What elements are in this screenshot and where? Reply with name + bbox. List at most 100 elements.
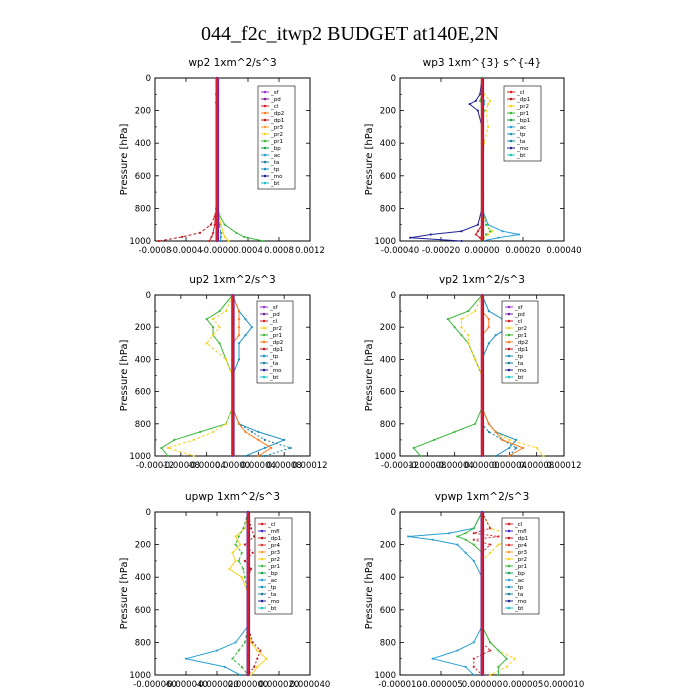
- legend-marker: [262, 368, 266, 372]
- y-tick-label: 600: [135, 606, 151, 616]
- legend-label: _sf: [270, 90, 280, 96]
- data-point-tp: [244, 454, 247, 458]
- y-tick-label: 800: [135, 638, 151, 648]
- legend-label: _ac: [514, 578, 524, 584]
- legend-marker: [263, 132, 267, 136]
- legend-label: _cl: [269, 319, 278, 325]
- data-point-ac: [472, 641, 475, 644]
- data-point-pr1: [489, 230, 492, 233]
- data-point-cl: [472, 538, 475, 541]
- data-point-pr2: [489, 551, 492, 554]
- y-tick-label: 600: [380, 172, 396, 182]
- legend-label: _cl: [267, 522, 276, 528]
- data-point-pr2: [240, 576, 243, 579]
- data-point-pr1: [234, 543, 237, 546]
- data-point-dp1: [209, 223, 212, 226]
- legend-marker: [260, 571, 264, 575]
- legend-marker: [260, 578, 264, 582]
- data-point-pr2: [192, 454, 195, 458]
- data-point-pr2: [166, 446, 170, 450]
- legend-label: _ta: [269, 361, 278, 367]
- x-tick-label: -0.000020: [195, 680, 239, 690]
- legend: _cl_dp1_pr2_pr1_bp1_ac_tp_ta_mo_bt: [503, 85, 542, 162]
- y-tick-label: 1000: [374, 452, 396, 462]
- data-point-pr2: [460, 326, 463, 329]
- legend-label: _dp1: [269, 347, 283, 353]
- legend-label: _dp1: [514, 536, 528, 542]
- x-tick-label: -0.00004: [436, 461, 474, 471]
- legend-marker: [507, 319, 511, 323]
- data-point-dp1: [198, 231, 202, 234]
- data-point-ac: [223, 665, 226, 668]
- data-point-ta: [250, 430, 253, 433]
- legend-label: _pr2: [267, 557, 280, 563]
- legend-marker: [507, 599, 511, 603]
- data-point-pr2: [256, 665, 259, 668]
- data-point-pr2: [239, 543, 242, 546]
- legend-marker: [507, 312, 511, 316]
- series-line-pr2: [228, 511, 268, 676]
- data-point-ta: [515, 446, 518, 450]
- y-tick-label: 400: [135, 573, 151, 583]
- legend-marker: [507, 536, 511, 540]
- legend-marker: [260, 543, 264, 547]
- data-point-dp2: [521, 446, 525, 450]
- data-point-tp: [237, 358, 241, 361]
- data-point-pr2: [485, 109, 488, 112]
- data-point-tp: [263, 446, 266, 450]
- legend-label: _mo: [516, 146, 529, 152]
- data-point-ta: [487, 430, 490, 433]
- legend-marker: [509, 111, 513, 115]
- legend-label: _bt: [514, 606, 524, 612]
- data-point-dp1: [251, 641, 254, 644]
- legend-marker: [263, 97, 267, 101]
- legend-marker: [260, 606, 264, 610]
- legend-label: _sf: [269, 305, 279, 311]
- data-point-dp2: [270, 446, 273, 450]
- data-point-dp2: [257, 438, 260, 441]
- x-tick-label: 0.00008: [519, 461, 554, 471]
- data-point-tp: [494, 334, 497, 337]
- legend-label: _dp2: [269, 340, 283, 346]
- legend-label: _mo: [267, 599, 280, 605]
- data-point-pr1: [485, 233, 488, 236]
- data-point-pr2: [212, 318, 215, 321]
- data-point-ac: [472, 673, 475, 677]
- data-point-pr2: [243, 527, 246, 530]
- data-point-pr1: [231, 657, 234, 660]
- legend-label: _mo: [514, 368, 527, 374]
- y-axis-label: Pressure [hPa]: [364, 558, 375, 630]
- data-point-cl: [212, 231, 215, 234]
- y-tick-label: 400: [380, 573, 396, 583]
- data-point-pr2: [491, 230, 494, 233]
- x-tick-label: 0.000000: [228, 680, 269, 690]
- data-point-pr2: [467, 334, 470, 337]
- data-point-tp: [515, 438, 518, 441]
- y-tick-label: 1000: [129, 452, 151, 462]
- data-point-pr1: [243, 641, 246, 644]
- y-tick-label: 400: [380, 139, 396, 149]
- data-point-pr1: [446, 318, 449, 321]
- data-point-cl: [210, 235, 213, 239]
- data-point-pr1: [456, 535, 459, 538]
- y-tick-label: 0: [146, 74, 151, 84]
- x-tick-label: 0.000000: [462, 680, 503, 690]
- legend-marker: [509, 132, 513, 136]
- data-point-ac: [215, 649, 219, 652]
- y-tick-label: 0: [146, 508, 151, 518]
- data-point-pr1: [464, 532, 467, 535]
- legend-label: _bt: [516, 153, 526, 159]
- legend-label: _pr3: [267, 550, 281, 556]
- legend-marker: [263, 139, 267, 143]
- y-axis-label: Pressure [hPa]: [364, 340, 375, 412]
- data-point-pr2: [497, 543, 500, 546]
- legend-marker: [260, 536, 264, 540]
- data-point-cl: [208, 239, 211, 243]
- data-point-dp1: [157, 239, 160, 243]
- x-tick-label: -0.00012: [136, 461, 174, 471]
- y-axis-label: Pressure [hPa]: [364, 124, 375, 196]
- legend-marker: [509, 90, 513, 94]
- legend-marker: [260, 557, 264, 561]
- y-tick-label: 400: [135, 355, 151, 365]
- data-point-pr1: [237, 559, 240, 563]
